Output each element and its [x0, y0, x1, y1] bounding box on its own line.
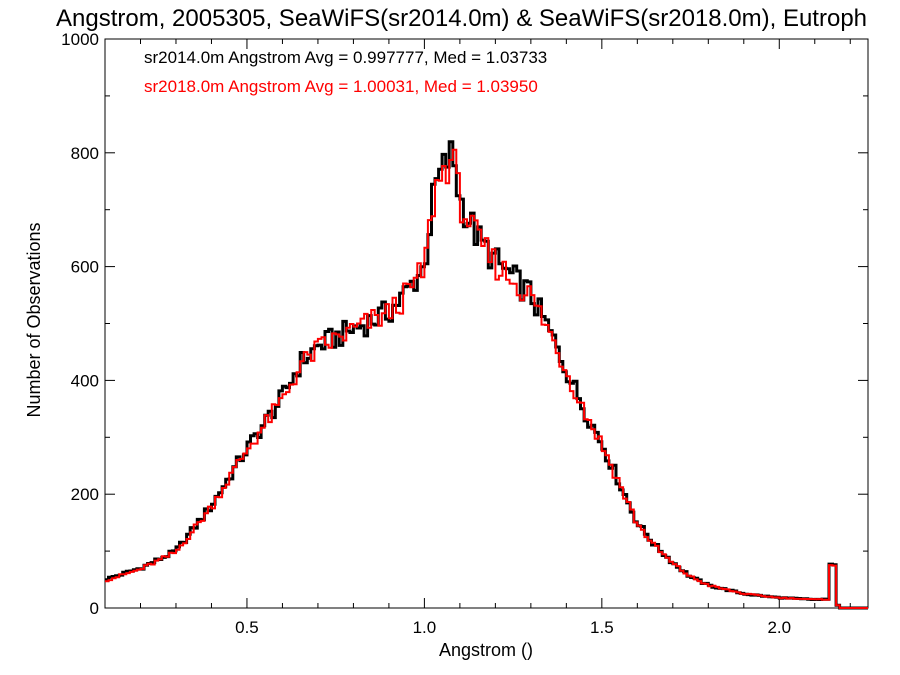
- series-sr2014-0m-histogram: [105, 140, 868, 610]
- y-tick-label: 800: [71, 144, 99, 163]
- x-tick-label: 2.0: [767, 618, 791, 637]
- annotation-sr2014: sr2014.0m Angstrom Avg = 0.997777, Med =…: [144, 48, 547, 67]
- y-tick-label: 200: [71, 485, 99, 504]
- y-tick-label: 400: [71, 371, 99, 390]
- x-axis-ticks: 0.5 1.0 1.5 2.0: [104, 39, 851, 637]
- annotation-sr2018: sr2018.0m Angstrom Avg = 1.00031, Med = …: [144, 77, 538, 96]
- y-tick-label: 600: [71, 258, 99, 277]
- plot-frame: [104, 38, 869, 609]
- y-tick-label: 1000: [61, 30, 99, 49]
- series-sr2018-0m-histogram: [105, 148, 868, 609]
- y-axis-label: Number of Observations: [24, 222, 44, 417]
- x-axis-label: Angstrom (): [439, 640, 533, 660]
- y-axis-ticks: 0 200 400 600 800 1000: [61, 30, 868, 618]
- series-layer: [105, 140, 868, 610]
- plot-area-border: [104, 38, 869, 609]
- x-tick-label: 1.5: [590, 618, 614, 637]
- x-tick-label: 0.5: [235, 618, 259, 637]
- chart-title: Angstrom, 2005305, SeaWiFS(sr2014.0m) & …: [56, 5, 867, 32]
- x-tick-label: 1.0: [413, 618, 437, 637]
- y-tick-label: 0: [90, 599, 99, 618]
